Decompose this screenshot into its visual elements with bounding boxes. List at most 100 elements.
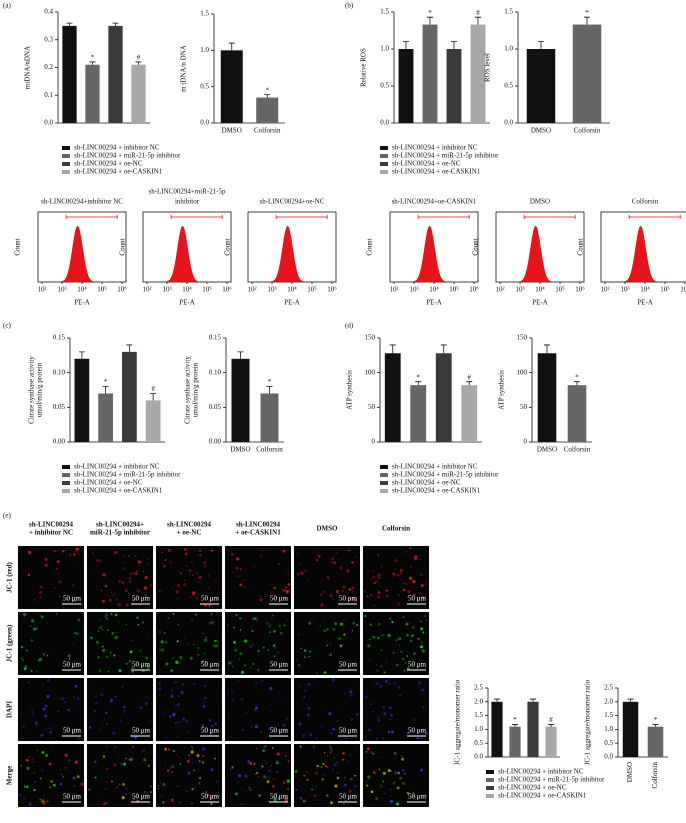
bar [220,50,243,124]
fluorescence-spot [179,655,183,659]
fluorescence-spot [185,790,188,793]
fluorescence-spot [343,776,346,779]
fluorescence-spot [60,697,64,700]
fluorescence-spot [394,568,397,570]
legend-swatch [380,473,388,477]
fluorescence-spot [233,640,236,644]
fluorescence-spot [355,555,358,559]
fluorescence-spot [183,579,186,582]
micrograph [156,546,222,609]
fluorescence-spot [297,703,299,706]
fluorescence-spot [255,786,257,788]
fluorescence-spot [39,799,41,801]
micrograph [18,546,84,609]
fluorescence-spot [185,564,188,567]
fluorescence-spot [204,661,207,664]
fluorescence-spot [316,764,319,768]
bar [98,393,113,442]
fluorescence-spot [243,579,246,582]
fluorescence-spot [61,549,65,553]
fluorescence-spot [241,803,243,805]
fluorescence-spot [271,747,274,749]
fluorescence-spot [377,576,381,580]
fluorescence-spot [36,749,39,752]
y-tick-label: 0.0 [380,119,389,127]
fluorescence-spot [106,655,109,658]
fluorescence-spot [351,597,354,600]
x-tick-label: DMSO [230,446,250,454]
fluorescence-spot [322,590,325,594]
bar [260,393,279,442]
fluorescence-spot [211,621,214,624]
fluorescence-spot [313,679,315,681]
fluorescence-spot [180,659,183,661]
fluorescence-spot [375,580,378,583]
fluorescence-spot [114,746,117,748]
fluorescence-spot [203,685,206,688]
fluorescence-spot [125,757,127,760]
fluorescence-spot [397,706,398,708]
fluorescence-spot [91,550,93,552]
fluorescence-spot [133,798,135,801]
fluorescence-spot [265,555,267,557]
fluorescence-spot [234,648,238,652]
fluorescence-spot [117,602,121,607]
fluorescence-spot [233,696,236,699]
y-axis-label: JC-1 aggregate/monomer ratio [584,679,592,765]
fluorescence-spot [144,702,148,706]
fluorescence-spot [103,719,105,721]
fluorescence-spot [175,660,179,664]
fluorescence-spot [389,713,393,717]
fluorescence-spot [187,642,190,645]
fluorescence-spot [142,554,145,556]
fluorescence-spot [177,695,180,698]
fluorescence-spot [390,770,393,772]
fluorescence-spot [202,632,205,635]
flow-histogram [265,225,310,283]
fluorescence-spot [399,571,403,575]
fluorescence-spot [226,623,229,626]
fluorescence-spot [269,711,271,713]
fluorescence-spot [329,654,332,656]
fluorescence-spot [387,633,391,637]
fluorescence-spot [148,764,150,767]
fluorescence-spot [134,572,138,576]
fluorescence-spot [377,719,381,722]
fluorescence-spot [369,623,372,626]
fluorescence-spot [241,787,243,789]
fluorescence-spot [72,696,75,698]
fluorescence-spot [23,612,27,617]
fluorescence-spot [33,772,35,774]
error-bar [466,381,473,386]
fluorescence-spot [190,561,193,564]
fluorescence-spot [382,737,385,739]
fluorescence-spot [183,547,187,551]
fluorescence-spot [329,751,332,754]
fluorescence-spot [336,719,339,722]
x-tick-label: DMSO [537,446,557,454]
error-bar [544,344,550,354]
fluorescence-spot [341,758,345,761]
row-label: DAPI [6,701,14,718]
fluorescence-spot [319,625,321,627]
fluorescence-spot [375,664,377,666]
y-tick-label: 0 [524,438,528,446]
fluorescence-spot [385,594,389,597]
fluorescence-spot [332,719,334,721]
micrograph [363,744,429,807]
fluorescence-spot [162,712,164,714]
fluorescence-spot [195,596,199,600]
y-axis-label: Relative ROS [360,48,368,87]
fluorescence-spot [171,765,175,769]
fluorescence-spot [416,586,418,588]
fluorescence-spot [282,723,286,728]
fluorescence-spot [255,771,259,775]
y-tick-label: 0.05 [209,403,222,411]
fluorescence-spot [337,559,339,561]
flow-title: sh-LINC00294+miR-21-5p [148,188,226,196]
fluorescence-spot [376,756,378,758]
fluorescence-spot [34,599,36,601]
fluorescence-spot [37,660,40,662]
fluorescence-spot [73,598,77,603]
y-tick-label: 0.3 [44,35,53,43]
